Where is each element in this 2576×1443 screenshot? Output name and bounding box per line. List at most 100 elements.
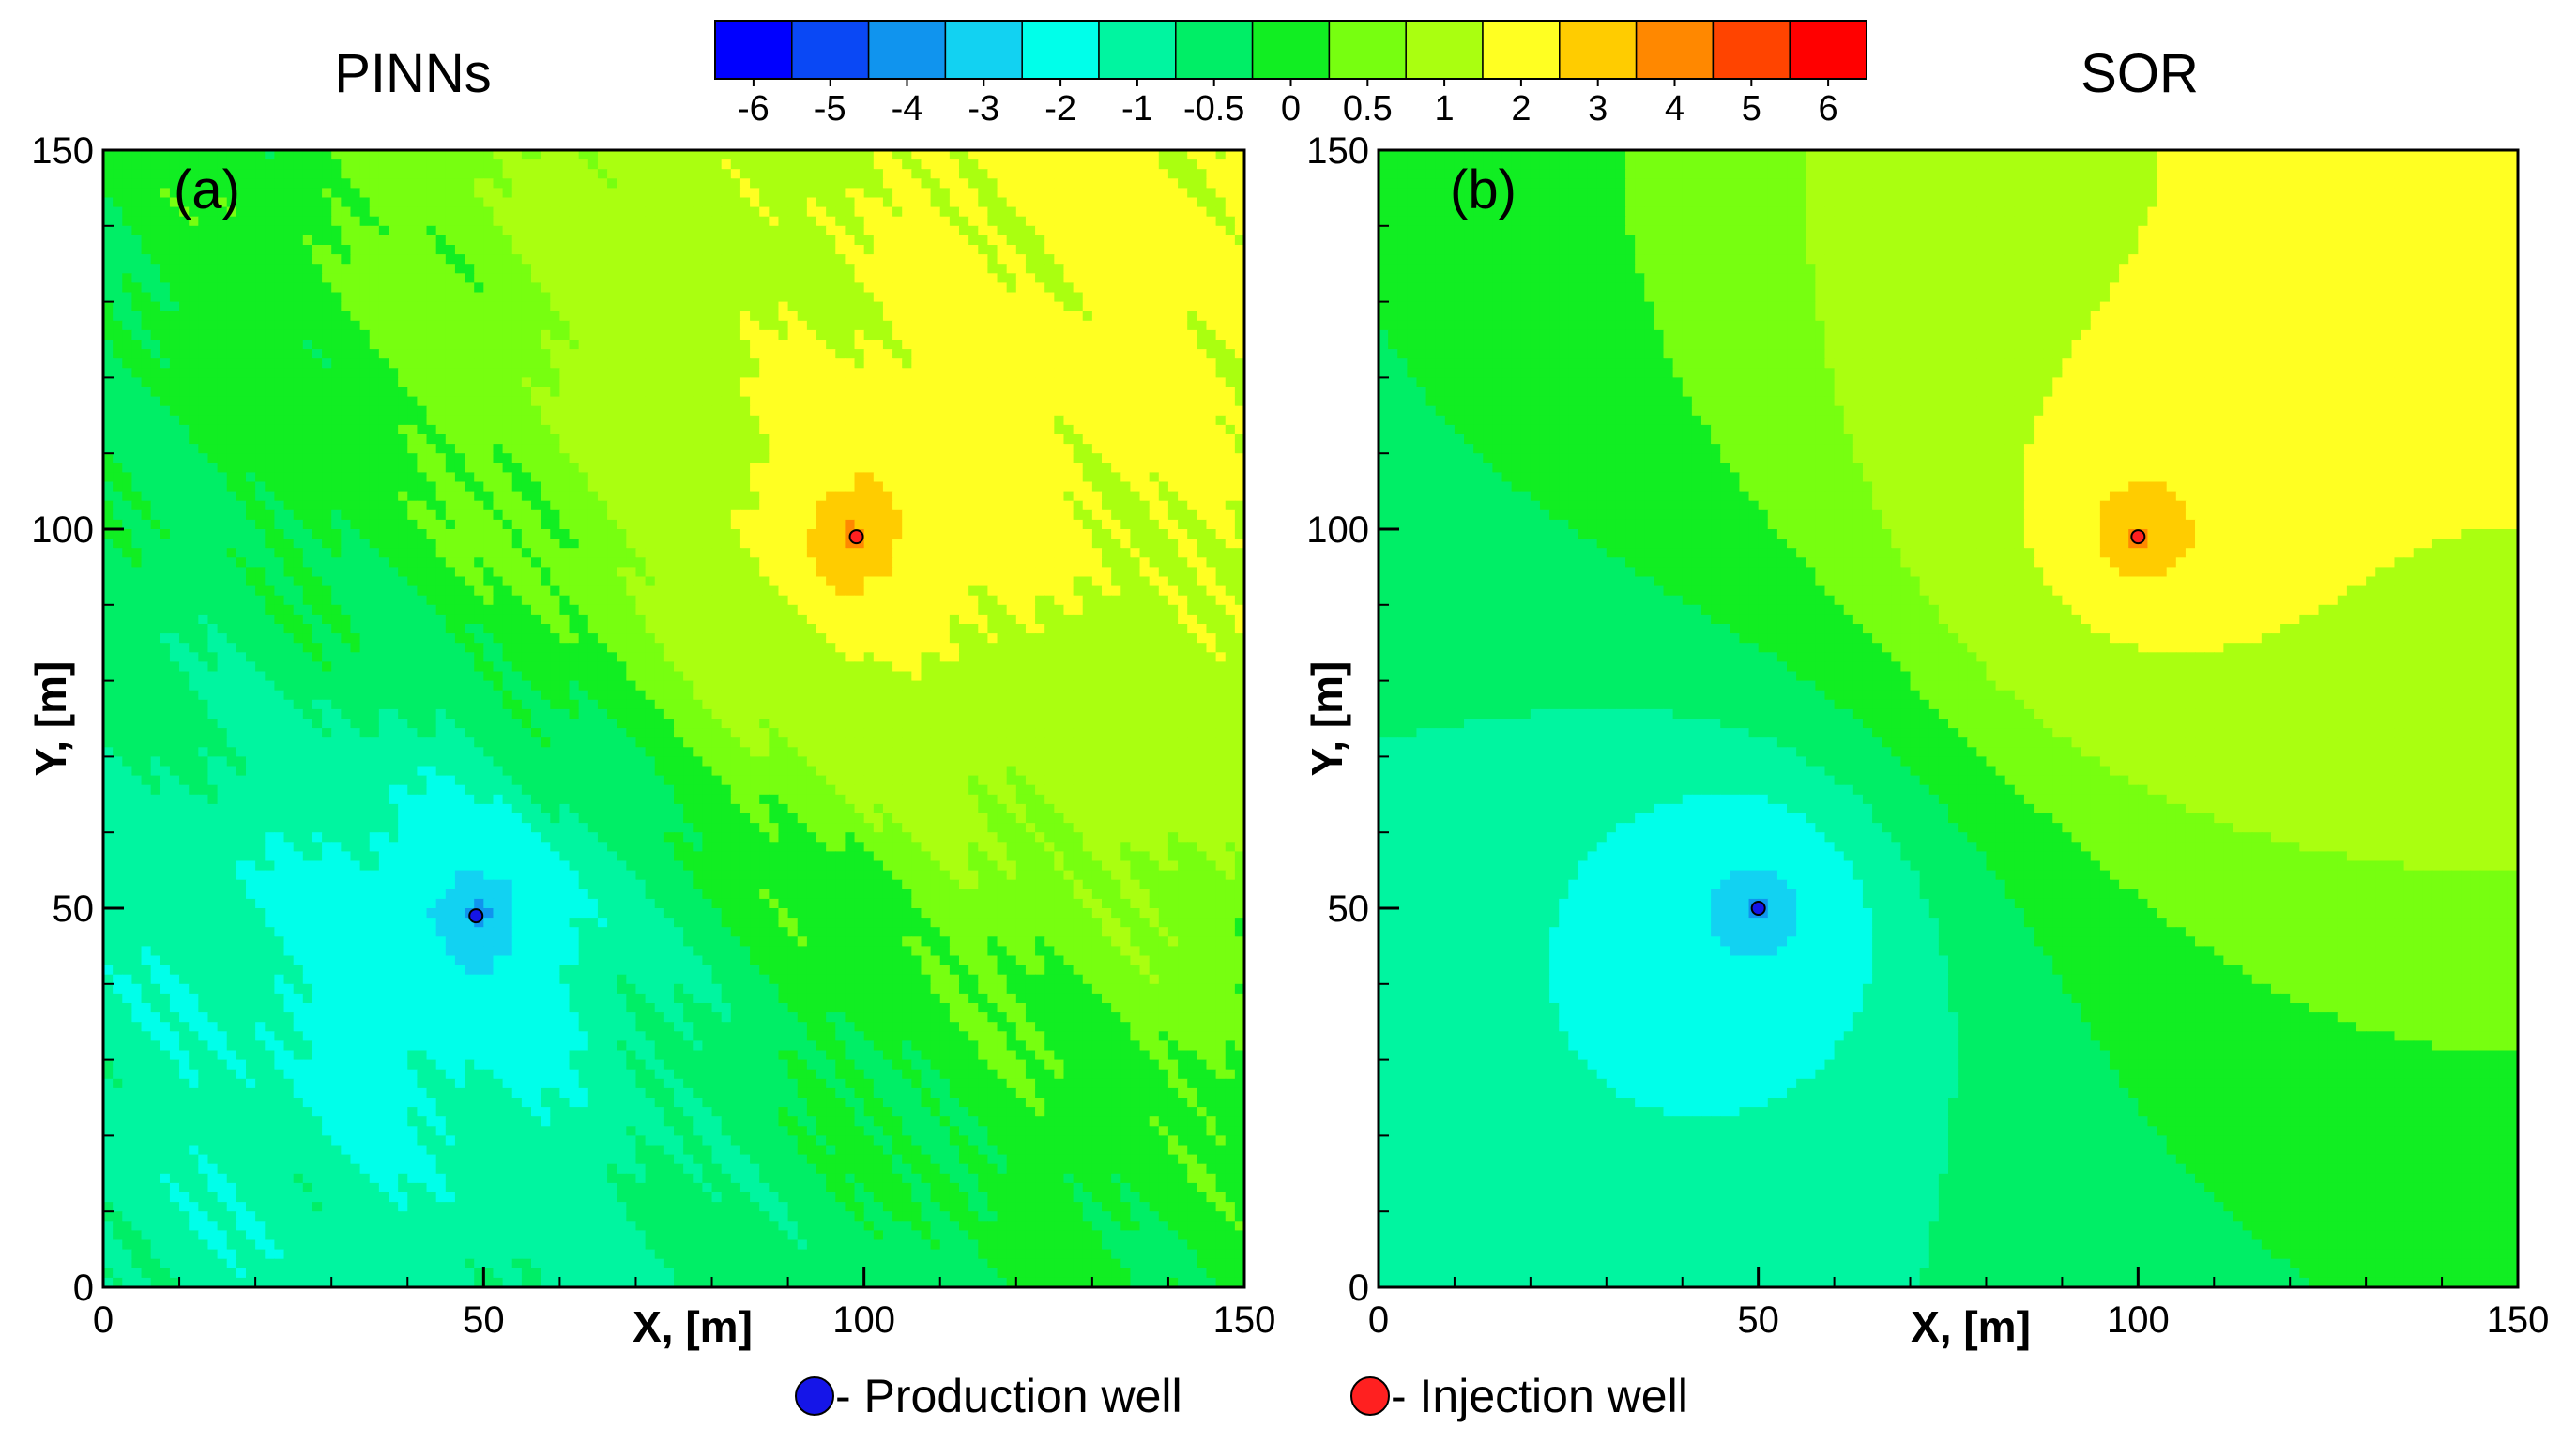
contour-cell: [1130, 463, 1141, 473]
contour-cell: [902, 491, 912, 502]
contour-cell: [1158, 329, 1169, 341]
contour-cell: [949, 453, 960, 463]
contour-cell: [1178, 264, 1188, 274]
contour-cell: [483, 340, 495, 350]
contour-cell: [113, 311, 123, 322]
contour-cell: [607, 444, 617, 454]
contour-cell: [1139, 444, 1151, 454]
contour-cell: [1063, 282, 1075, 294]
contour-cell: [654, 320, 665, 331]
contour-cell: [645, 463, 656, 473]
contour-cell: [816, 159, 827, 170]
contour-cell: [597, 169, 608, 179]
contour-cell: [550, 529, 560, 539]
contour-cell: [169, 481, 180, 493]
contour-cell: [322, 292, 332, 303]
contour-cell: [246, 150, 256, 160]
contour-cell: [141, 519, 152, 530]
contour-cell: [873, 491, 884, 502]
contour-cell: [930, 254, 941, 265]
contour-cell: [511, 245, 523, 255]
contour-cell: [1073, 292, 1084, 303]
contour-cell: [739, 235, 751, 246]
contour-cell: [1035, 349, 1045, 359]
contour-cell: [921, 292, 932, 303]
contour-cell: [189, 405, 199, 417]
contour-cell: [1006, 159, 1017, 170]
contour-cell: [1102, 188, 1112, 199]
contour-cell: [226, 301, 237, 312]
contour-cell: [445, 368, 456, 378]
contour-cell: [892, 424, 903, 435]
contour-cell: [607, 491, 617, 502]
contour-cell: [1015, 415, 1027, 426]
contour-cell: [930, 424, 941, 435]
contour-cell: [730, 444, 741, 454]
contour-cell: [987, 264, 998, 274]
contour-cell: [778, 463, 789, 473]
contour-cell: [1158, 150, 1169, 160]
contour-cell: [978, 472, 988, 483]
contour-cell: [987, 292, 998, 303]
contour-cell: [1120, 529, 1131, 539]
contour-cell: [626, 358, 637, 369]
contour-cell: [997, 188, 1008, 199]
contour-cell: [331, 434, 342, 445]
contour-cell: [359, 349, 371, 359]
contour-cell: [1158, 396, 1169, 407]
contour-cell: [1102, 387, 1112, 398]
contour-cell: [882, 387, 893, 398]
contour-cell: [806, 509, 817, 521]
contour-cell: [1073, 358, 1084, 369]
contour-cell: [873, 225, 884, 236]
contour-cell: [930, 453, 941, 463]
contour-cell: [150, 282, 161, 294]
contour-cell: [987, 529, 998, 539]
contour-cell: [949, 197, 960, 208]
contour-cell: [882, 424, 893, 435]
contour-cell: [426, 282, 437, 294]
contour-cell: [711, 150, 723, 160]
contour-cell: [702, 169, 713, 179]
contour-cell: [863, 509, 875, 521]
contour-cell: [1063, 292, 1075, 303]
contour-cell: [113, 463, 123, 473]
contour-cell: [873, 273, 884, 283]
contour-cell: [968, 254, 979, 265]
contour-cell: [113, 491, 123, 502]
contour-cell: [626, 169, 637, 179]
contour-cell: [607, 320, 617, 331]
contour-cell: [322, 539, 332, 549]
contour-cell: [987, 245, 998, 255]
contour-cell: [474, 481, 484, 493]
contour-cell: [949, 396, 960, 407]
contour-cell: [312, 197, 323, 208]
contour-cell: [826, 264, 836, 274]
contour-cell: [502, 368, 513, 378]
contour-cell: [750, 264, 760, 274]
contour-cell: [541, 472, 551, 483]
contour-cell: [863, 311, 875, 322]
contour-cell: [274, 320, 285, 331]
contour-cell: [341, 529, 352, 539]
contour-cell: [939, 434, 951, 445]
contour-cell: [1234, 463, 1244, 473]
contour-cell: [1015, 197, 1027, 208]
contour-cell: [826, 396, 836, 407]
contour-cell: [892, 481, 903, 493]
contour-cell: [739, 329, 751, 341]
contour-cell: [1197, 301, 1208, 312]
contour-cell: [283, 463, 295, 473]
contour-cell: [987, 349, 998, 359]
contour-cell: [1234, 368, 1244, 378]
contour-cell: [759, 349, 770, 359]
contour-cell: [1015, 225, 1027, 236]
contour-cell: [131, 320, 143, 331]
contour-cell: [1073, 491, 1084, 502]
contour-cell: [882, 415, 893, 426]
contour-cell: [511, 329, 523, 341]
contour-cell: [1206, 225, 1217, 236]
contour-cell: [730, 509, 741, 521]
contour-cell: [226, 377, 237, 388]
contour-cell: [1139, 225, 1151, 236]
